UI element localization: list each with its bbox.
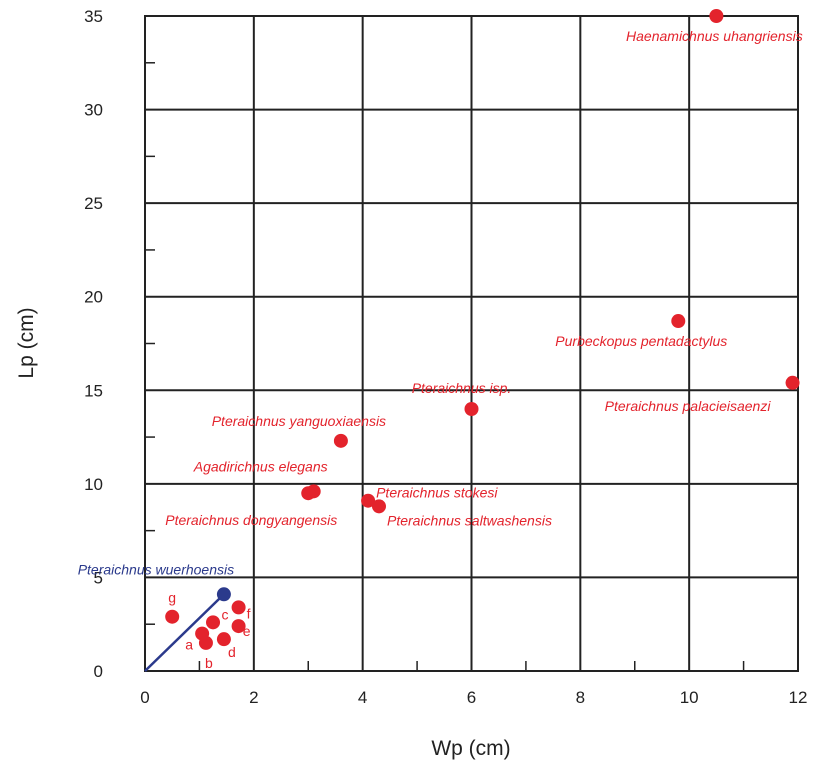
label-pteraichnus-isp: Pteraichnus isp. [412,380,512,396]
label-pteraichnus-saltwashensis: Pteraichnus saltwashensis [387,512,552,528]
x-axis-title: Wp (cm) [431,737,510,760]
point-b [198,635,213,650]
data-points [165,9,800,650]
y-tick-label: 5 [94,568,103,587]
x-tick-label: 2 [249,688,258,707]
label-pteraichnus-yanguoxiaensis: Pteraichnus yanguoxiaensis [212,413,386,429]
x-tick-label: 4 [358,688,367,707]
x-tick-label: 12 [789,688,808,707]
wuerhoensis-range-line [144,593,225,672]
axes: 0 2 4 6 8 10 12 0 5 10 15 20 25 30 35 [84,7,807,707]
x-tick-label: 8 [576,688,585,707]
point-pteraichnus-wuerhoensis [216,587,231,602]
label-b: b [205,655,213,671]
label-pteraichnus-stokesi: Pteraichnus stokesi [376,485,498,501]
point-haenamichnus-uhangriensis [709,9,724,23]
y-tick-label: 25 [84,194,103,213]
x-tick-label: 6 [467,688,476,707]
label-a: a [185,637,193,653]
y-tick-label: 10 [84,475,103,494]
y-tick-label: 0 [94,662,103,681]
point-c [206,615,221,630]
point-pteraichnus-isp [464,402,479,416]
label-agadirichnus-elegans: Agadirichnus elegans [193,458,328,474]
label-d: d [228,644,236,660]
x-tick-label: 10 [680,688,699,707]
label-pteraichnus-dongyangensis: Pteraichnus dongyangensis [165,512,337,528]
point-labels: Haenamichnus uhangriensis Purbeckopus pen… [78,28,803,671]
point-pteraichnus-palacieisaenzi [785,375,800,390]
point-pteraichnus-saltwashensis [371,499,386,514]
y-tick-label: 20 [84,288,103,307]
label-pteraichnus-palacieisaenzi: Pteraichnus palacieisaenzi [605,398,772,414]
label-purbeckopus-pentadactylus: Purbeckopus pentadactylus [555,333,727,349]
range-line [144,593,225,672]
label-e: e [243,623,251,639]
x-tick-label: 0 [140,688,149,707]
label-haenamichnus-uhangriensis: Haenamichnus uhangriensis [626,28,803,44]
label-g: g [168,590,176,606]
y-tick-label: 35 [84,7,103,26]
label-pteraichnus-wuerhoensis: Pteraichnus wuerhoensis [78,561,234,577]
point-e [231,619,246,634]
point-d [216,632,231,647]
point-pteraichnus-dongyangensis [301,486,316,501]
label-c: c [222,606,229,622]
point-pteraichnus-yanguoxiaensis [333,433,348,448]
point-f [231,600,246,615]
y-tick-label: 15 [84,381,103,400]
point-g [165,609,180,624]
y-tick-label: 30 [84,101,103,120]
grid-lines [144,15,799,672]
point-pteraichnus-stokesi [361,493,376,508]
point-purbeckopus-pentadactylus [671,314,686,329]
y-axis-title: Lp (cm) [15,307,38,378]
label-f: f [247,605,251,621]
